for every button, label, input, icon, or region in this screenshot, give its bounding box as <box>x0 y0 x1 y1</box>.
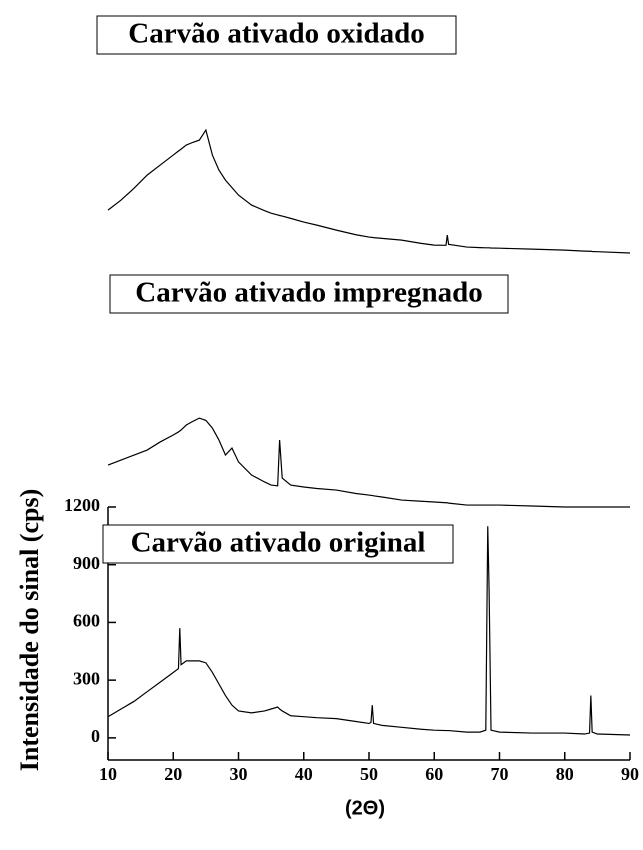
y-tick-label: 900 <box>73 553 100 573</box>
x-tick-label: 50 <box>360 764 378 784</box>
x-tick-label: 10 <box>99 764 117 784</box>
series-label: Carvão ativado impregnado <box>135 277 482 309</box>
x-tick-label: 70 <box>491 764 509 784</box>
x-tick-label: 40 <box>295 764 313 784</box>
x-tick-label: 30 <box>230 764 248 784</box>
series-line <box>107 417 630 508</box>
y-tick-label: 300 <box>73 668 100 688</box>
y-tick-label: 1200 <box>64 495 100 515</box>
series-line <box>107 526 631 736</box>
x-tick-label: 90 <box>621 764 639 784</box>
label-box <box>109 274 509 314</box>
y-tick-label: 0 <box>91 726 100 746</box>
y-axis-label: Intensidade do sinal (cps) <box>15 489 44 771</box>
x-tick-label: 80 <box>556 764 574 784</box>
x-axis-label: (2Θ) <box>345 797 385 819</box>
x-tick-label: 60 <box>425 764 443 784</box>
label-box <box>96 15 457 55</box>
x-tick-label: 20 <box>164 764 182 784</box>
y-tick-label: 600 <box>73 611 100 631</box>
series-line <box>107 128 631 254</box>
label-box <box>102 524 454 564</box>
series-label: Carvão ativado oxidado <box>128 18 424 50</box>
series-label: Carvão ativado original <box>131 527 426 559</box>
